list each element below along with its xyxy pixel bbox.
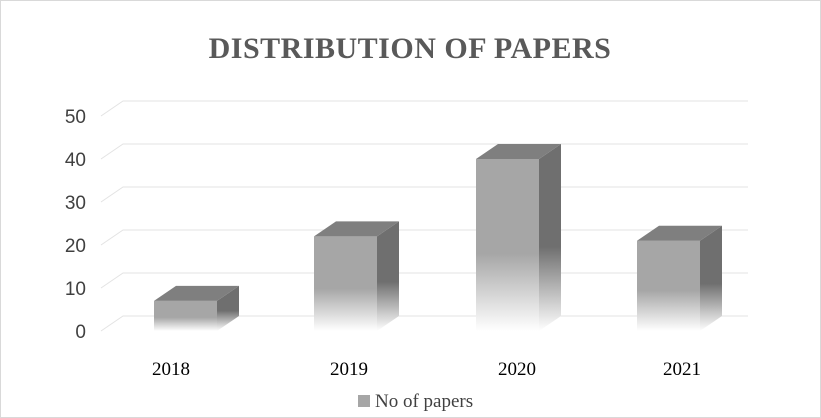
y-axis-ticks: 0 10 20 30 40 50 <box>65 107 86 343</box>
bar <box>637 225 722 331</box>
gridline <box>100 186 748 203</box>
gridline <box>100 100 748 117</box>
y-tick-label: 40 <box>65 150 86 171</box>
bar-top <box>637 225 722 241</box>
x-tick-label: 2019 <box>330 359 368 380</box>
legend-swatch <box>358 395 370 407</box>
bar <box>476 144 561 331</box>
y-tick-label: 10 <box>65 279 86 300</box>
bar-top <box>476 144 561 159</box>
bar-top <box>314 221 399 237</box>
chart-title: DISTRIBUTION OF PAPERS <box>209 32 612 65</box>
y-tick-label: 50 <box>65 107 86 128</box>
bar <box>314 221 399 331</box>
x-tick-label: 2021 <box>663 359 701 380</box>
legend: No of papers <box>358 391 473 412</box>
bar <box>154 285 239 331</box>
bar-side <box>217 285 239 331</box>
legend-label: No of papers <box>375 391 473 412</box>
x-tick-label: 2020 <box>498 359 536 380</box>
x-axis-ticks: 2018 2019 2020 2021 <box>152 359 701 380</box>
bars <box>154 144 722 331</box>
y-tick-label: 0 <box>75 322 86 343</box>
bar-top <box>154 285 239 301</box>
bar-front <box>154 300 217 331</box>
gridline <box>100 143 748 160</box>
bar-side <box>377 221 399 331</box>
bar-side <box>539 144 561 331</box>
x-tick-label: 2018 <box>152 359 190 380</box>
y-tick-label: 20 <box>65 236 86 257</box>
bar-front <box>637 240 700 331</box>
bar-front <box>476 159 539 331</box>
bar-front <box>314 236 377 331</box>
y-tick-label: 30 <box>65 193 86 214</box>
bar-side <box>700 225 722 331</box>
